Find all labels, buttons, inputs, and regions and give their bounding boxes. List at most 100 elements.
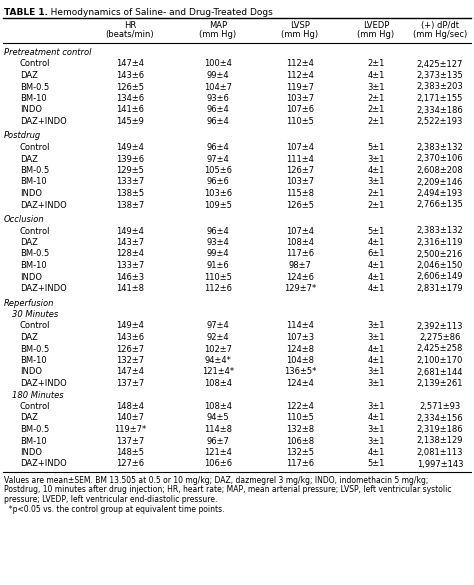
Text: (mm Hg): (mm Hg) xyxy=(282,30,319,39)
Text: DAZ+INDO: DAZ+INDO xyxy=(20,379,67,388)
Text: 126±5: 126±5 xyxy=(286,201,314,209)
Text: 115±8: 115±8 xyxy=(286,189,314,198)
Text: INDO: INDO xyxy=(20,105,42,115)
Text: 119±7: 119±7 xyxy=(286,82,314,91)
Text: Postdrug: Postdrug xyxy=(4,132,41,140)
Text: 3±1: 3±1 xyxy=(367,402,385,411)
Text: 2,275±86: 2,275±86 xyxy=(419,333,461,342)
Text: 96±4: 96±4 xyxy=(207,226,229,236)
Text: 112±4: 112±4 xyxy=(286,60,314,68)
Text: 4±1: 4±1 xyxy=(367,166,385,175)
Text: 2,522±193: 2,522±193 xyxy=(417,117,463,126)
Text: 2,425±127: 2,425±127 xyxy=(417,60,463,68)
Text: 96±4: 96±4 xyxy=(207,143,229,152)
Text: 3±1: 3±1 xyxy=(367,177,385,187)
Text: 134±6: 134±6 xyxy=(116,94,144,103)
Text: 30 Minutes: 30 Minutes xyxy=(12,310,58,319)
Text: BM-0.5: BM-0.5 xyxy=(20,425,49,434)
Text: INDO: INDO xyxy=(20,189,42,198)
Text: 128±4: 128±4 xyxy=(116,249,144,259)
Text: DAZ+INDO: DAZ+INDO xyxy=(20,117,67,126)
Text: 143±6: 143±6 xyxy=(116,333,144,342)
Text: 96±4: 96±4 xyxy=(207,117,229,126)
Text: 136±5*: 136±5* xyxy=(284,367,316,377)
Text: 4±1: 4±1 xyxy=(367,261,385,270)
Text: 149±4: 149±4 xyxy=(116,143,144,152)
Text: 96±7: 96±7 xyxy=(207,436,229,446)
Text: 2,316±119: 2,316±119 xyxy=(417,238,463,247)
Text: LVSP: LVSP xyxy=(290,21,310,30)
Text: BM-0.5: BM-0.5 xyxy=(20,345,49,353)
Text: DAZ+INDO: DAZ+INDO xyxy=(20,284,67,293)
Text: 110±5: 110±5 xyxy=(286,117,314,126)
Text: 2,571±93: 2,571±93 xyxy=(419,402,461,411)
Text: 2,608±208: 2,608±208 xyxy=(417,166,463,175)
Text: 99±4: 99±4 xyxy=(207,249,229,259)
Text: 108±4: 108±4 xyxy=(286,238,314,247)
Text: 133±7: 133±7 xyxy=(116,177,144,187)
Text: 5±1: 5±1 xyxy=(367,226,385,236)
Text: 143±6: 143±6 xyxy=(116,71,144,80)
Text: 2,319±186: 2,319±186 xyxy=(417,425,463,434)
Text: 2,373±135: 2,373±135 xyxy=(417,71,464,80)
Text: 1,997±143: 1,997±143 xyxy=(417,459,463,469)
Text: 146±3: 146±3 xyxy=(116,273,144,281)
Text: 2±1: 2±1 xyxy=(367,105,385,115)
Text: 93±6: 93±6 xyxy=(207,94,229,103)
Text: Control: Control xyxy=(20,226,51,236)
Text: DAZ: DAZ xyxy=(20,333,38,342)
Text: 4±1: 4±1 xyxy=(367,284,385,293)
Text: (mm Hg): (mm Hg) xyxy=(200,30,237,39)
Text: 2,494±193: 2,494±193 xyxy=(417,189,463,198)
Text: 2,334±186: 2,334±186 xyxy=(417,105,464,115)
Text: 4±1: 4±1 xyxy=(367,71,385,80)
Text: 2,766±135: 2,766±135 xyxy=(417,201,464,209)
Text: 2,334±156: 2,334±156 xyxy=(417,414,463,422)
Text: (mm Hg): (mm Hg) xyxy=(357,30,394,39)
Text: 111±4: 111±4 xyxy=(286,154,314,163)
Text: 112±6: 112±6 xyxy=(204,284,232,293)
Text: INDO: INDO xyxy=(20,367,42,377)
Text: 2±1: 2±1 xyxy=(367,117,385,126)
Text: DAZ+INDO: DAZ+INDO xyxy=(20,459,67,469)
Text: pressure; LVEDP, left ventricular end-diastolic pressure.: pressure; LVEDP, left ventricular end-di… xyxy=(4,495,218,504)
Text: 103±7: 103±7 xyxy=(286,177,314,187)
Text: 4±1: 4±1 xyxy=(367,238,385,247)
Text: 117±6: 117±6 xyxy=(286,249,314,259)
Text: 104±7: 104±7 xyxy=(204,82,232,91)
Text: 124±6: 124±6 xyxy=(286,273,314,281)
Text: 102±7: 102±7 xyxy=(204,345,232,353)
Text: 2,046±150: 2,046±150 xyxy=(417,261,463,270)
Text: 138±7: 138±7 xyxy=(116,201,144,209)
Text: Reperfusion: Reperfusion xyxy=(4,298,55,308)
Text: 2,831±179: 2,831±179 xyxy=(417,284,463,293)
Text: 149±4: 149±4 xyxy=(116,322,144,331)
Text: 4±1: 4±1 xyxy=(367,273,385,281)
Text: 138±5: 138±5 xyxy=(116,189,144,198)
Text: 5±1: 5±1 xyxy=(367,143,385,152)
Text: 3±1: 3±1 xyxy=(367,82,385,91)
Text: 6±1: 6±1 xyxy=(367,249,385,259)
Text: 106±8: 106±8 xyxy=(286,436,314,446)
Text: 121±4*: 121±4* xyxy=(202,367,234,377)
Text: *p<0.05 vs. the control group at equivalent time points.: *p<0.05 vs. the control group at equival… xyxy=(4,504,225,514)
Text: 108±4: 108±4 xyxy=(204,379,232,388)
Text: BM-10: BM-10 xyxy=(20,94,46,103)
Text: 147±4: 147±4 xyxy=(116,367,144,377)
Text: 97±4: 97±4 xyxy=(207,154,229,163)
Text: 97±4: 97±4 xyxy=(207,322,229,331)
Text: DAZ: DAZ xyxy=(20,154,38,163)
Text: 126±5: 126±5 xyxy=(116,82,144,91)
Text: Hemodynamics of Saline- and Drug-Treated Dogs: Hemodynamics of Saline- and Drug-Treated… xyxy=(42,8,273,17)
Text: 2±1: 2±1 xyxy=(367,94,385,103)
Text: 2,500±216: 2,500±216 xyxy=(417,249,463,259)
Text: 105±6: 105±6 xyxy=(204,166,232,175)
Text: 92±4: 92±4 xyxy=(207,333,229,342)
Text: LVEDP: LVEDP xyxy=(363,21,389,30)
Text: 2,392±113: 2,392±113 xyxy=(417,322,463,331)
Text: 2,100±170: 2,100±170 xyxy=(417,356,463,365)
Text: 4±1: 4±1 xyxy=(367,345,385,353)
Text: 139±6: 139±6 xyxy=(116,154,144,163)
Text: 3±1: 3±1 xyxy=(367,367,385,377)
Text: Control: Control xyxy=(20,322,51,331)
